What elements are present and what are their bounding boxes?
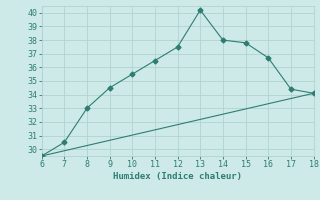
X-axis label: Humidex (Indice chaleur): Humidex (Indice chaleur) <box>113 172 242 181</box>
